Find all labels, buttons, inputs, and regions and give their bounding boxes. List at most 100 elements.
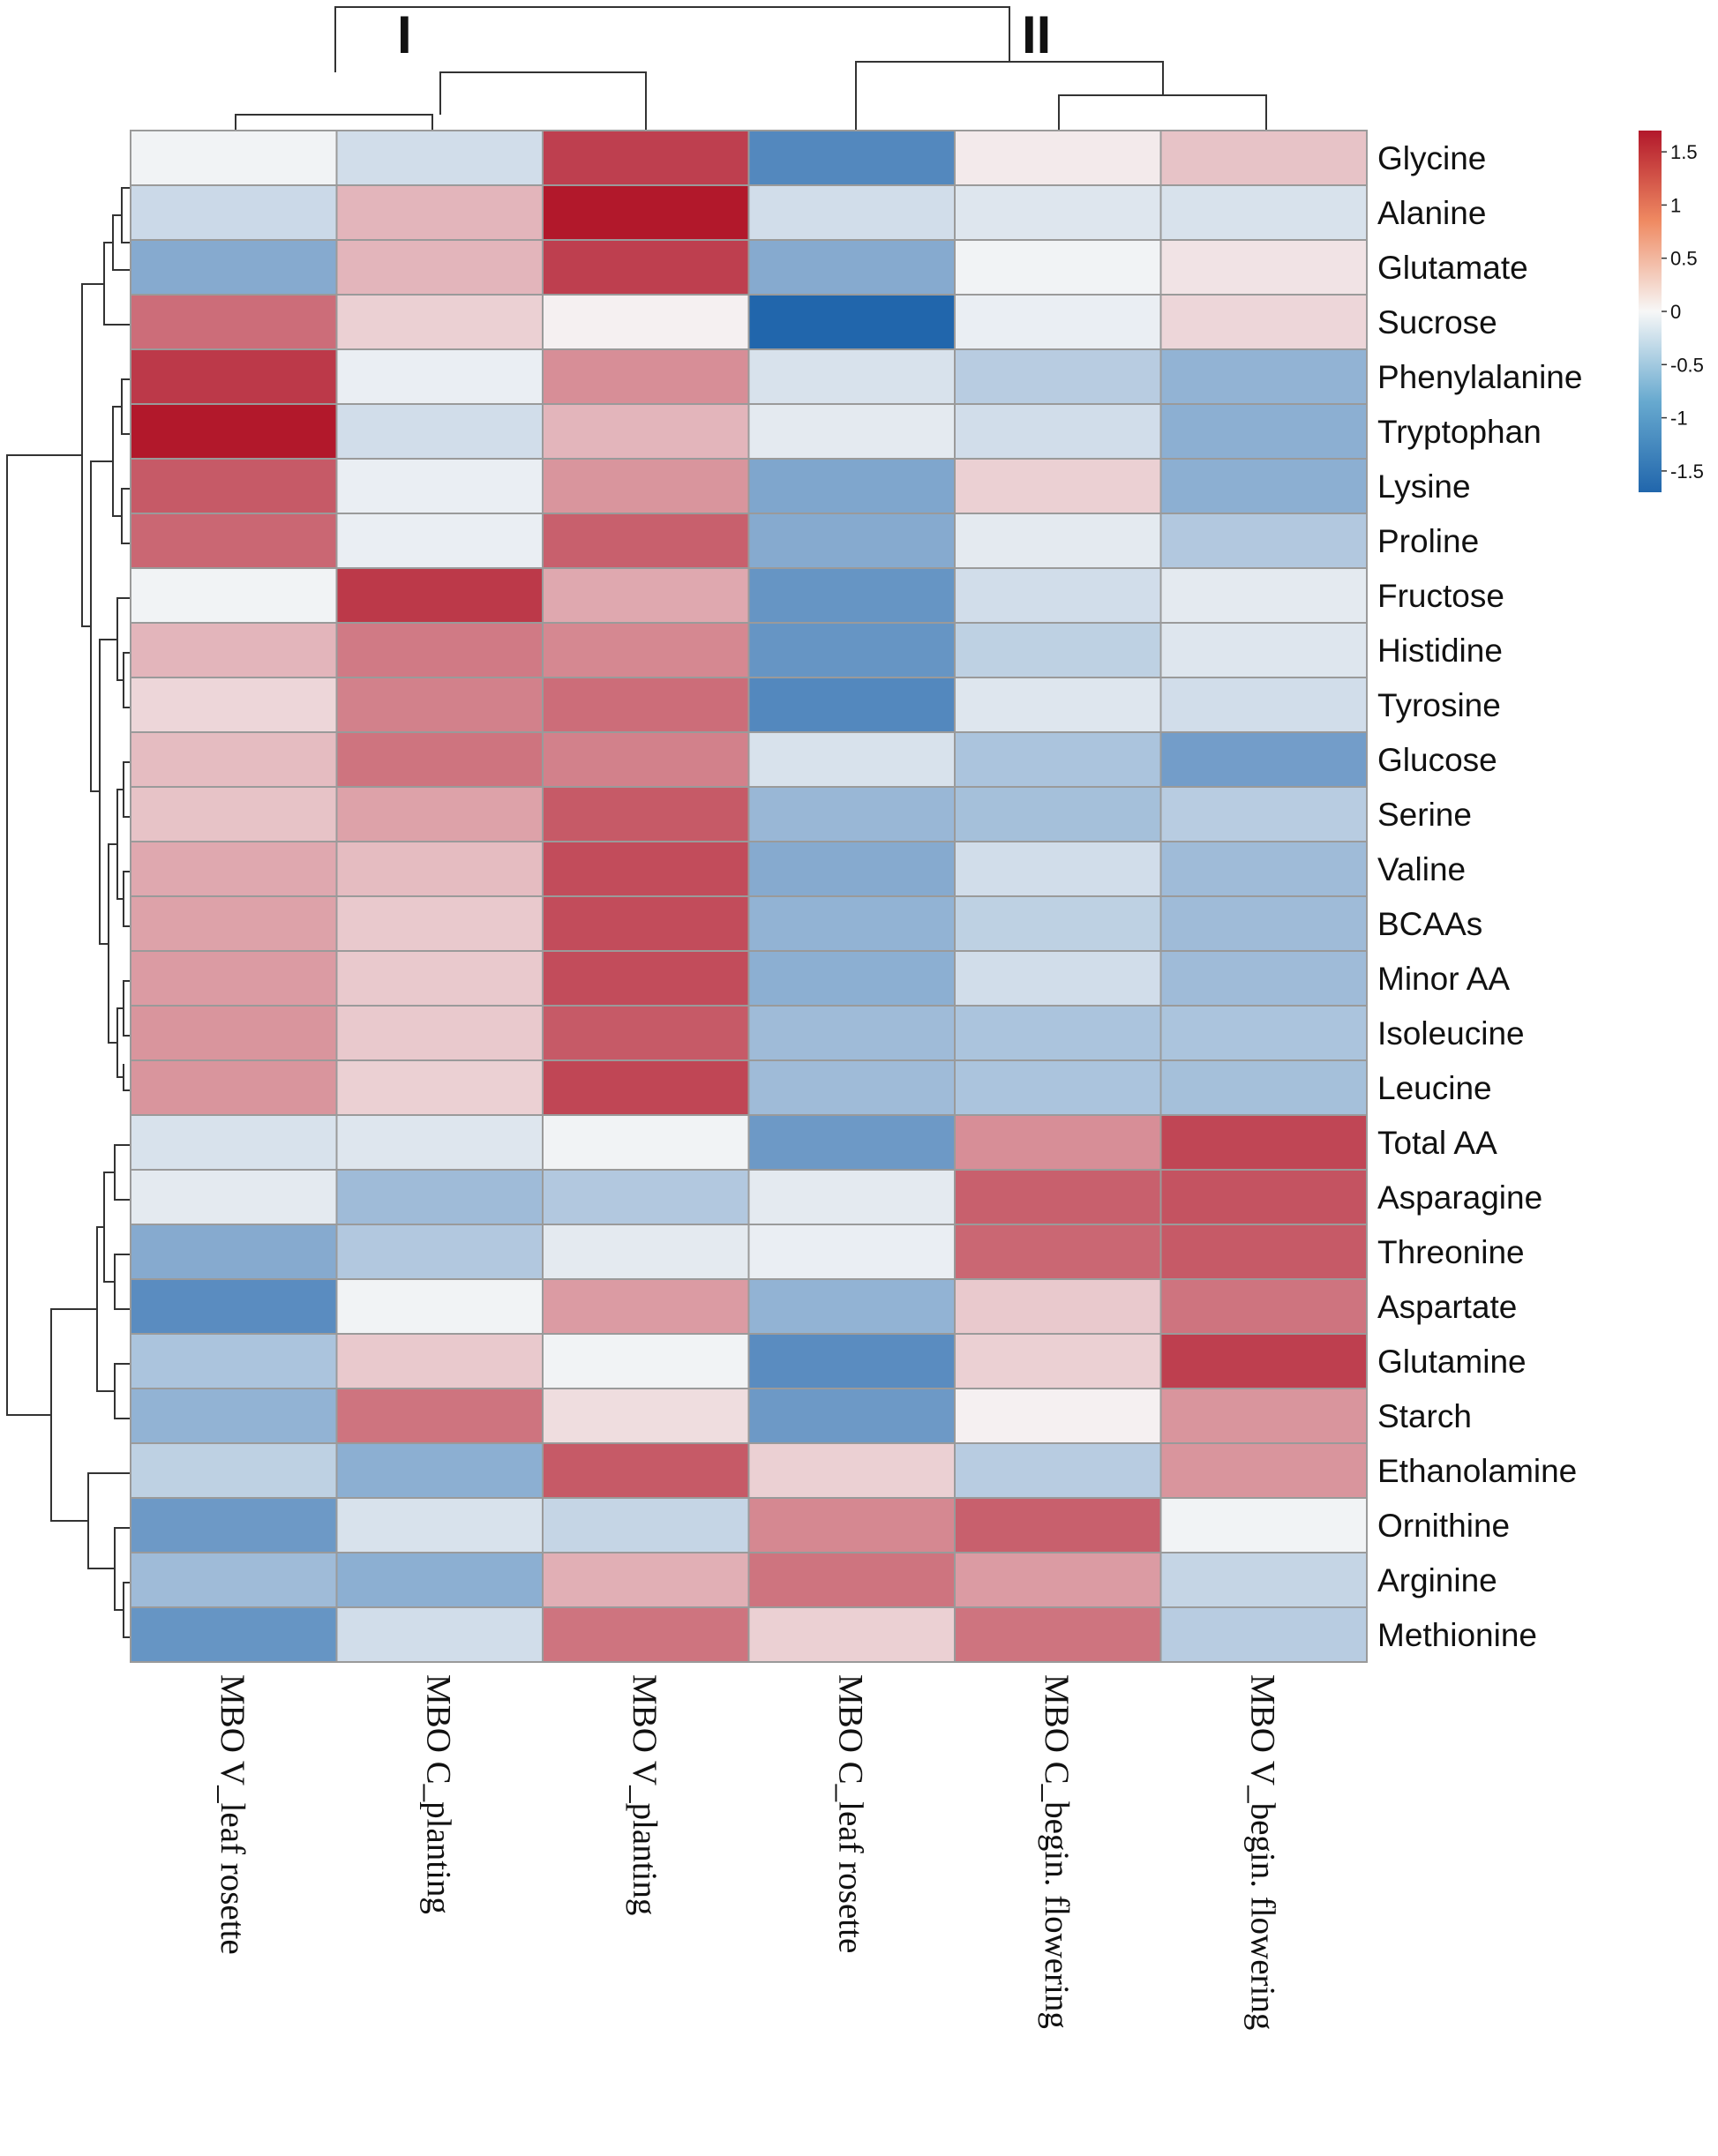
- heatmap-cell: [1159, 567, 1368, 624]
- row-dendro-branch: [103, 1172, 115, 1283]
- row-dendro-branch: [116, 789, 124, 900]
- heatmap-cell: [130, 130, 338, 186]
- heatmap-cell: [335, 1169, 544, 1225]
- heatmap-cell: [954, 1606, 1162, 1663]
- heatmap-cell: [335, 1442, 544, 1499]
- heatmap-cells: [130, 130, 1368, 1663]
- row-dendro-branch: [81, 283, 104, 627]
- heatmap-cell: [954, 1333, 1162, 1389]
- heatmap-cell: [335, 895, 544, 952]
- column-labels: MBO V_leaf rosette MBO C_planting MBO V_pl…: [214, 1674, 1282, 2030]
- heatmap-cell: [130, 1333, 338, 1389]
- heatmap-cell: [954, 513, 1162, 569]
- row-label: Glutamate: [1377, 250, 1528, 286]
- heatmap-cell: [954, 950, 1162, 1007]
- heatmap-cell: [335, 184, 544, 241]
- heatmap-cell: [542, 1388, 750, 1444]
- col-dendro-branch: [235, 114, 433, 137]
- heatmap-cell: [335, 403, 544, 460]
- row-label: Threonine: [1377, 1234, 1525, 1270]
- heatmap-cell: [542, 1497, 750, 1553]
- heatmap-cell: [747, 1169, 956, 1225]
- heatmap-cell: [542, 1114, 750, 1171]
- heatmap-cell: [747, 841, 956, 897]
- heatmap-cell: [542, 950, 750, 1007]
- heatmap-cell: [335, 458, 544, 514]
- heatmap-cell: [954, 239, 1162, 296]
- column-label: MBO C_begin. flowering: [1038, 1674, 1076, 2029]
- row-label: Leucine: [1377, 1070, 1492, 1106]
- heatmap-cell: [954, 348, 1162, 405]
- heatmap-cell: [130, 1114, 338, 1171]
- scale-tick-label: 1: [1670, 194, 1681, 216]
- heatmap-cell: [954, 1442, 1162, 1499]
- heatmap-cell: [747, 895, 956, 952]
- heatmap-cell: [130, 731, 338, 788]
- heatmap-cell: [954, 841, 1162, 897]
- heatmap-cell: [542, 130, 750, 186]
- heatmap-cell: [747, 458, 956, 514]
- col-dendro-branch: [334, 6, 1010, 72]
- heatmap-cell: [747, 1278, 956, 1335]
- heatmap-cell: [747, 622, 956, 678]
- heatmap-cell: [954, 1059, 1162, 1116]
- row-dendro-branch: [123, 1064, 131, 1091]
- heatmap-cell: [747, 786, 956, 842]
- heatmap-cell: [747, 1552, 956, 1608]
- row-label: Glutamine: [1377, 1344, 1527, 1380]
- heatmap-cell: [130, 1278, 338, 1335]
- heatmap-cell: [130, 950, 338, 1007]
- heatmap-cell: [542, 677, 750, 733]
- heatmap-cell: [747, 1333, 956, 1389]
- heatmap-cell: [130, 184, 338, 241]
- row-label: Methionine: [1377, 1617, 1537, 1653]
- heatmap-cell: [335, 1552, 544, 1608]
- heatmap-cell: [954, 567, 1162, 624]
- heatmap-cell: [130, 841, 338, 897]
- heatmap-cell: [1159, 1497, 1368, 1553]
- row-dendro-branch: [112, 406, 122, 517]
- scale-tick-label: -1.5: [1670, 460, 1704, 483]
- row-label: Lysine: [1377, 468, 1471, 505]
- heatmap-cell: [1159, 1005, 1368, 1061]
- heatmap-cell: [1159, 786, 1368, 842]
- row-dendro-branch: [123, 980, 131, 1037]
- row-label: Fructose: [1377, 578, 1504, 614]
- column-label: MBO V_planting: [626, 1674, 664, 1915]
- row-label: Arginine: [1377, 1562, 1497, 1598]
- row-label: Sucrose: [1377, 304, 1497, 341]
- heatmap-cell: [954, 1114, 1162, 1171]
- heatmap-cell: [954, 184, 1162, 241]
- row-label: Alanine: [1377, 195, 1486, 231]
- heatmap-cell: [1159, 1388, 1368, 1444]
- heatmap-cell: [954, 294, 1162, 350]
- row-label: BCAAs: [1377, 906, 1482, 942]
- heatmap-cell: [542, 731, 750, 788]
- row-dendro-branch: [121, 187, 131, 243]
- heatmap-cell: [1159, 950, 1368, 1007]
- heatmap-cell: [954, 403, 1162, 460]
- heatmap-cell: [542, 1005, 750, 1061]
- heatmap-cell: [542, 184, 750, 241]
- heatmap-cell: [130, 239, 338, 296]
- row-dendro-branch: [114, 1363, 131, 1419]
- heatmap-cell: [130, 567, 338, 624]
- heatmap-cell: [747, 1114, 956, 1171]
- row-dendro-branch: [123, 652, 131, 708]
- heatmap-cell: [954, 677, 1162, 733]
- row-label: Histidine: [1377, 633, 1503, 669]
- heatmap-cell: [335, 1114, 544, 1171]
- heatmap-cell: [542, 786, 750, 842]
- row-label: Isoleucine: [1377, 1015, 1525, 1052]
- heatmap-cell: [954, 1224, 1162, 1280]
- heatmap-cell: [747, 1224, 956, 1280]
- cluster-label-ii: II: [1022, 5, 1051, 64]
- heatmap-cell: [542, 239, 750, 296]
- color-scale-bar: [1639, 131, 1662, 492]
- heatmap-cell: [542, 1224, 750, 1280]
- row-dendro-branch: [123, 871, 131, 927]
- column-dendrogram: I II: [235, 5, 1267, 137]
- heatmap-cell: [542, 1442, 750, 1499]
- heatmap-cell: [335, 130, 544, 186]
